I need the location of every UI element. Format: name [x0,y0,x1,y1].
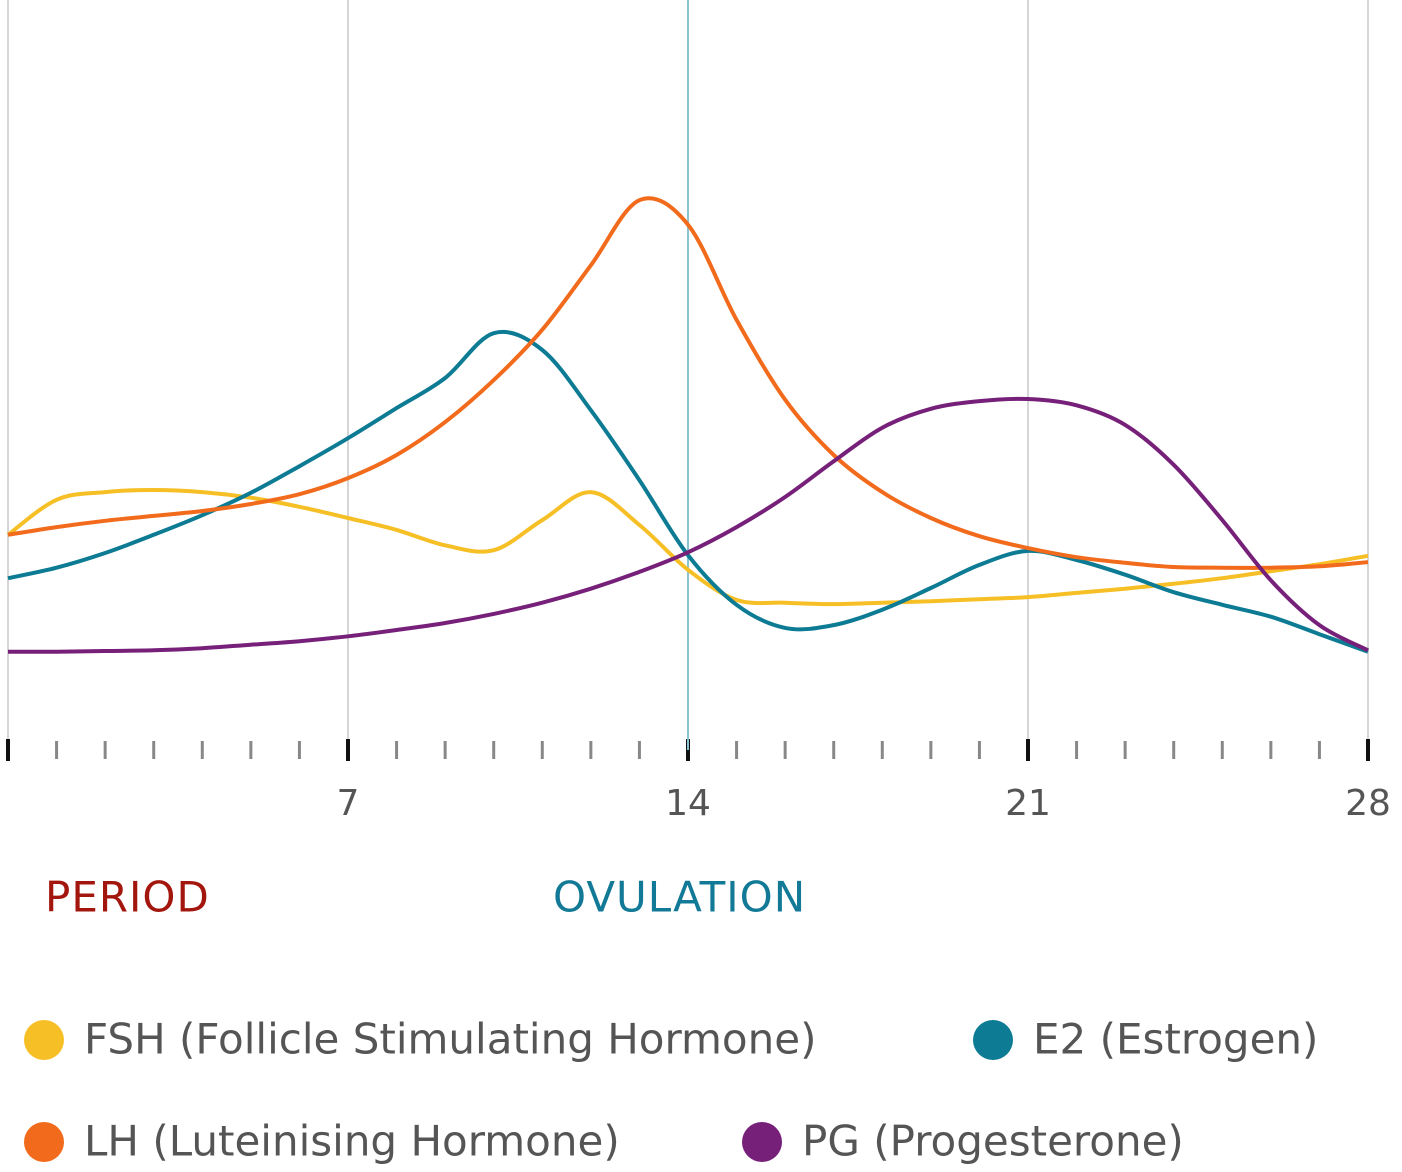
series-line [6,488,1369,607]
legend-label: FSH (Follicle Stimulating Hormone) [84,1015,816,1064]
legend-label: PG (Progesterone) [802,1117,1184,1166]
x-tick-label: 7 [337,783,360,824]
legend-swatch [24,1122,64,1162]
x-tick-label: 21 [1005,783,1051,824]
series-line [7,196,1369,570]
series-line [7,330,1369,654]
legend-swatch [973,1020,1013,1060]
x-tick-label: 28 [1345,783,1391,824]
annotation: OVULATION [553,873,806,922]
legend-swatch [742,1122,782,1162]
legend-label: LH (Luteinising Hormone) [84,1117,620,1166]
legend-label: E2 (Estrogen) [1033,1015,1318,1064]
legend-swatch [24,1020,64,1060]
x-tick-label: 14 [665,783,711,824]
annotation: PERIOD [45,873,210,922]
series-line [7,396,1369,654]
